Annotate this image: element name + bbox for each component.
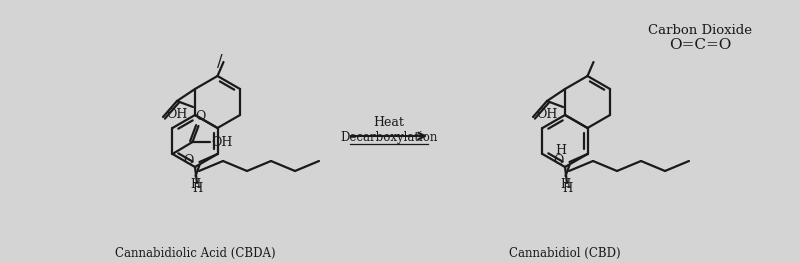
Text: Cannabidiol (CBD): Cannabidiol (CBD): [509, 246, 621, 260]
Text: O: O: [183, 154, 194, 166]
Text: O: O: [195, 110, 206, 124]
Text: Decarboxylation: Decarboxylation: [340, 132, 438, 144]
Text: H: H: [562, 183, 572, 195]
Text: H: H: [190, 178, 201, 190]
Text: OH: OH: [210, 135, 232, 149]
Text: H: H: [560, 178, 570, 190]
Text: O=C=O: O=C=O: [669, 38, 731, 52]
Text: O: O: [553, 154, 563, 166]
Text: OH: OH: [536, 108, 557, 120]
Text: Cannabidiolic Acid (CBDA): Cannabidiolic Acid (CBDA): [114, 246, 275, 260]
Text: Carbon Dioxide: Carbon Dioxide: [648, 24, 752, 38]
Text: H: H: [555, 144, 566, 156]
Text: Heat: Heat: [374, 115, 405, 129]
Text: /: /: [217, 53, 222, 70]
Text: H: H: [192, 183, 202, 195]
Text: OH: OH: [166, 108, 187, 120]
